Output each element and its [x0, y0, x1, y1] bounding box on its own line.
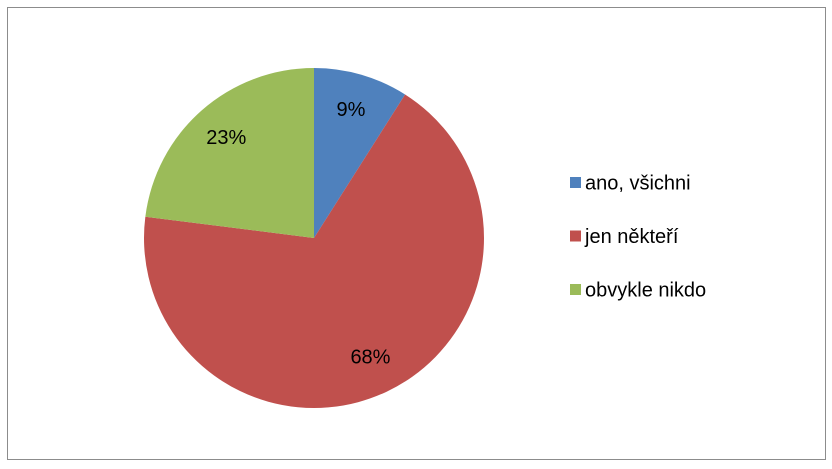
legend-label: jen někteří [584, 226, 679, 248]
pie-slice [144, 94, 484, 408]
data-label: 68% [350, 346, 390, 368]
legend-label: obvykle nikdo [585, 279, 706, 301]
legend-swatch [570, 284, 581, 295]
data-label: 9% [337, 99, 366, 121]
legend-label: ano, všichni [585, 172, 691, 194]
pie-slice [314, 68, 406, 238]
legend-swatch [570, 177, 581, 188]
legend-swatch [570, 230, 581, 242]
data-label: 23% [206, 127, 246, 149]
pie-slice [145, 68, 314, 238]
